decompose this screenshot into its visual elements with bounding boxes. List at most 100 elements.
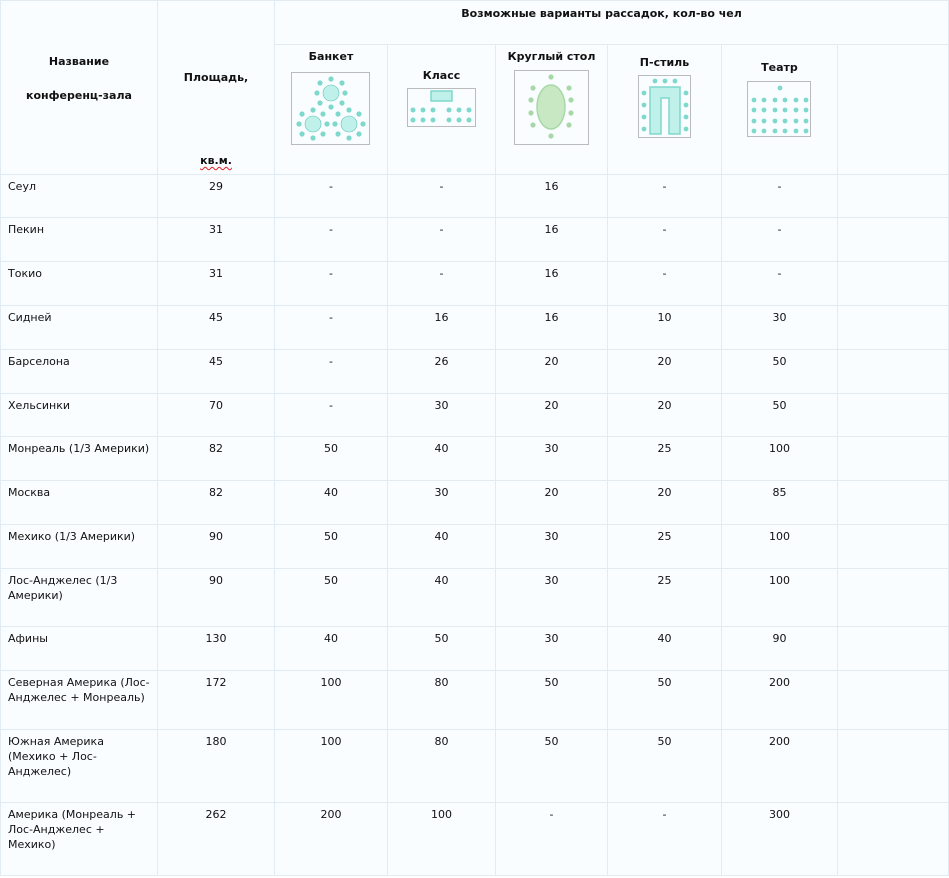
room-name: Афины (0, 626, 158, 671)
room-name: Мехико (1/3 Америки) (0, 524, 158, 569)
capacity-u: 25 (607, 568, 722, 627)
theater-layout-icon (747, 81, 811, 137)
capacity-round: 30 (495, 524, 608, 569)
table-row: Пекин 31- -16- - (0, 217, 949, 262)
room-name: Лос-Анджелес (1/3 Америки) (0, 568, 158, 627)
room-name: Хельсинки (0, 393, 158, 437)
header-u-shape: П-стиль (607, 44, 722, 175)
empty-cell (836, 174, 949, 218)
capacity-theater: - (721, 174, 838, 218)
empty-cell (836, 436, 949, 481)
table-row: Монреаль (1/3 Америки) 82 50 40 30 25 100 (0, 436, 949, 481)
spellcheck-underlined-word: кв.м. (200, 154, 232, 167)
capacity-round: 16 (495, 174, 608, 218)
capacity-theater: 300 (721, 802, 838, 876)
header-room-name: Название конференц-зала (0, 0, 158, 175)
capacity-banquet: - (274, 393, 388, 437)
capacity-round: - (495, 802, 608, 876)
room-name: Северная Америка (Лос-Анджелес + Монреал… (0, 670, 158, 730)
capacity-theater: 200 (721, 670, 838, 730)
capacity-theater: 50 (721, 393, 838, 437)
capacity-class: 30 (387, 393, 496, 437)
capacity-round: 30 (495, 626, 608, 671)
capacity-u: 20 (607, 480, 722, 525)
capacity-banquet: 100 (274, 729, 388, 803)
room-area: 45 (157, 305, 275, 350)
capacity-theater: 200 (721, 729, 838, 803)
room-area: 82 (157, 436, 275, 481)
table-row: Северная Америка (Лос-Анджелес + Монреал… (0, 670, 949, 730)
capacity-class: - (387, 174, 496, 218)
capacity-round: 16 (495, 217, 608, 262)
room-area: 82 (157, 480, 275, 525)
room-area: 29 (157, 174, 275, 218)
table-row: Токио 31- -16- - (0, 261, 949, 306)
capacity-class: 16 (387, 305, 496, 350)
capacity-u: - (607, 261, 722, 306)
room-area: 45 (157, 349, 275, 394)
empty-cell (836, 670, 949, 730)
empty-cell (836, 626, 949, 671)
table-row: Мехико (1/3 Америки) 90 50 40 30 25 100 (0, 524, 949, 569)
capacity-class: - (387, 217, 496, 262)
capacity-round: 20 (495, 480, 608, 525)
room-area: 70 (157, 393, 275, 437)
capacity-u: 20 (607, 349, 722, 394)
empty-cell (836, 393, 949, 437)
table-row: Южная Америка (Мехико + Лос-Анджелес) 180… (0, 729, 949, 803)
capacity-class: 40 (387, 568, 496, 627)
empty-cell (836, 349, 949, 394)
room-area: 180 (157, 729, 275, 803)
table-row: Сеул 29- -16- - (0, 174, 949, 218)
capacity-class: 80 (387, 670, 496, 730)
capacity-banquet: 50 (274, 436, 388, 481)
empty-cell (836, 305, 949, 350)
header-area: Площадь, кв.м. (157, 0, 275, 175)
capacity-class: 40 (387, 436, 496, 481)
capacity-u: 20 (607, 393, 722, 437)
room-area: 90 (157, 524, 275, 569)
room-name: Сидней (0, 305, 158, 350)
room-area: 130 (157, 626, 275, 671)
room-area: 90 (157, 568, 275, 627)
capacity-theater: 30 (721, 305, 838, 350)
capacity-theater: 85 (721, 480, 838, 525)
capacity-banquet: - (274, 217, 388, 262)
capacity-theater: 100 (721, 568, 838, 627)
capacity-round: 20 (495, 393, 608, 437)
capacity-banquet: - (274, 349, 388, 394)
capacity-round: 16 (495, 305, 608, 350)
classroom-layout-icon (406, 88, 476, 127)
capacity-u: - (607, 802, 722, 876)
room-area: 31 (157, 217, 275, 262)
capacity-banquet: 100 (274, 670, 388, 730)
capacity-banquet: - (274, 174, 388, 218)
capacity-theater: 50 (721, 349, 838, 394)
capacity-banquet: - (274, 305, 388, 350)
capacity-u: 25 (607, 524, 722, 569)
header-theater: Театр (721, 44, 838, 175)
table-row: Москва 82 40 30 20 20 85 (0, 480, 949, 525)
table-row: Барселона 45-26 20 20 50 (0, 349, 949, 394)
capacity-class: 100 (387, 802, 496, 876)
table-row: Сидней 45-16 16 10 30 (0, 305, 949, 350)
capacity-theater: 90 (721, 626, 838, 671)
capacity-theater: 100 (721, 524, 838, 569)
empty-cell (836, 568, 949, 627)
header-banquet: Банкет (274, 44, 388, 175)
capacity-u: - (607, 174, 722, 218)
room-name: Пекин (0, 217, 158, 262)
capacity-banquet: - (274, 261, 388, 306)
capacity-banquet: 50 (274, 524, 388, 569)
capacity-class: - (387, 261, 496, 306)
capacity-banquet: 50 (274, 568, 388, 627)
room-name: Южная Америка (Мехико + Лос-Анджелес) (0, 729, 158, 803)
room-name: Москва (0, 480, 158, 525)
capacity-round: 30 (495, 568, 608, 627)
capacity-u: 40 (607, 626, 722, 671)
table-row: Афины 130 40 50 30 40 90 (0, 626, 949, 671)
table-row: Лос-Анджелес (1/3 Америки) 90 50 40 30 25 100 (0, 568, 949, 627)
empty-cell (836, 729, 949, 803)
room-area: 31 (157, 261, 275, 306)
